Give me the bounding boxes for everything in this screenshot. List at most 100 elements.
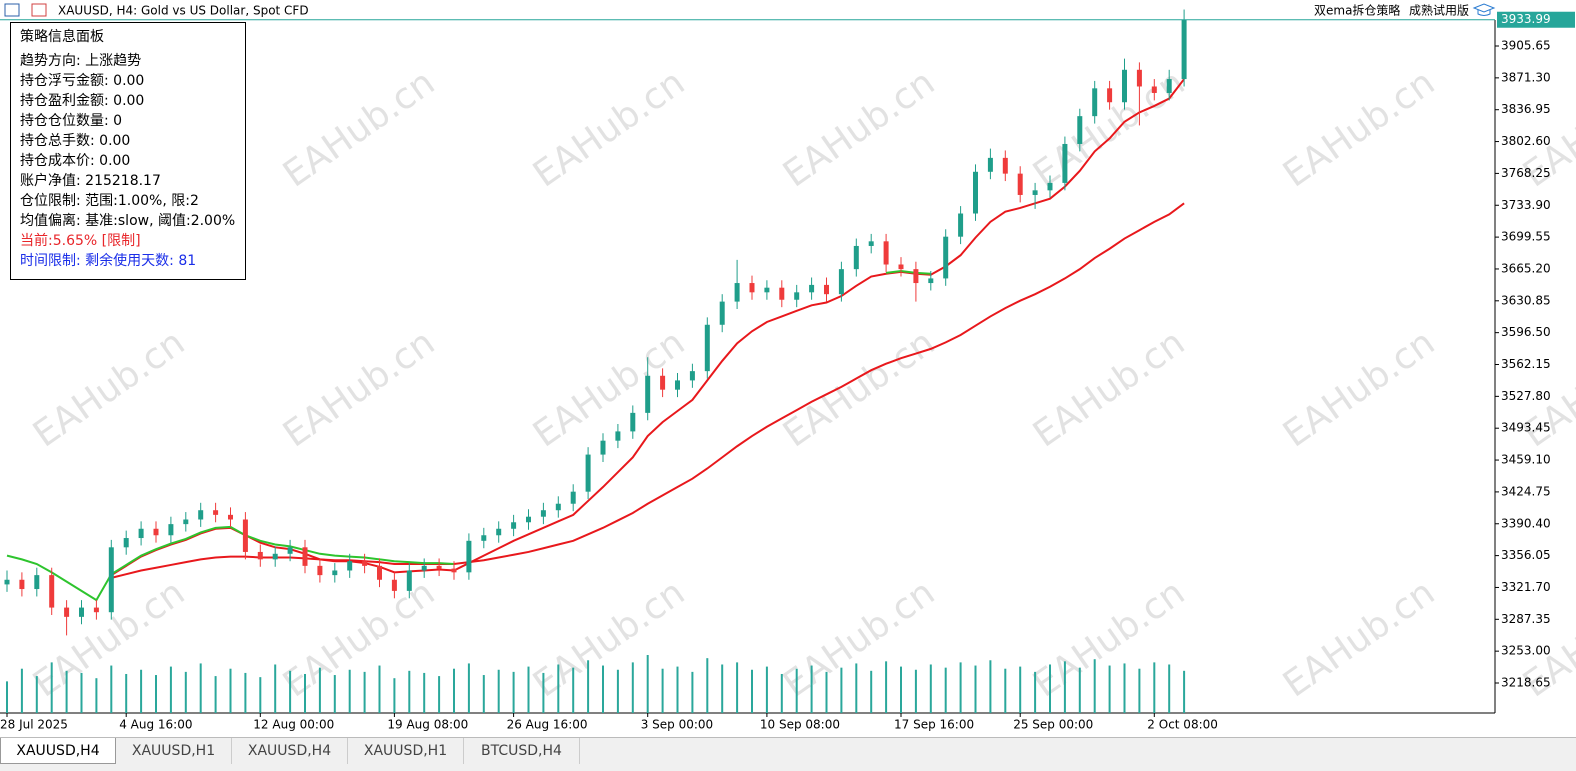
y-tick-label: 3630.85 xyxy=(1501,293,1551,307)
chart-tab[interactable]: XAUUSD,H1 xyxy=(116,738,232,764)
volume-bar xyxy=(1183,670,1186,713)
candle-body xyxy=(1166,79,1172,93)
volume-bar xyxy=(825,671,828,713)
candle-body xyxy=(704,324,710,372)
panel-line: 持仓总手数: 0.00 xyxy=(20,133,131,149)
volume-bar xyxy=(333,675,336,713)
chart-tab[interactable]: XAUUSD,H4 xyxy=(0,738,116,764)
volume-bar xyxy=(661,668,664,713)
candle-body xyxy=(481,535,487,541)
volume-bar xyxy=(855,663,858,713)
volume-bar xyxy=(765,666,768,713)
watermark: EAHub.cn xyxy=(1276,572,1442,705)
volume-bar xyxy=(676,666,679,713)
candle-body xyxy=(19,579,25,590)
candle-body xyxy=(302,547,308,566)
candle-body xyxy=(645,375,651,413)
volume-bar xyxy=(95,678,98,713)
volume-bar xyxy=(1123,663,1126,713)
candle-body xyxy=(406,570,412,591)
volume-bar xyxy=(467,663,470,713)
candle-body xyxy=(883,241,889,265)
volume-bar xyxy=(184,671,187,713)
volume-bar xyxy=(557,664,560,713)
candle-body xyxy=(913,269,919,284)
volume-bar xyxy=(929,664,932,713)
watermark: EAHub.cn xyxy=(776,62,942,195)
candle-body xyxy=(436,565,442,569)
volume-bar xyxy=(199,663,202,713)
volume-bar xyxy=(1019,666,1022,713)
candle-body xyxy=(332,570,338,576)
candle-body xyxy=(570,491,576,504)
y-tick-label: 3905.65 xyxy=(1501,39,1551,53)
ea-edition: 成熟试用版 xyxy=(1409,3,1469,18)
candle-body xyxy=(585,454,591,492)
candle-body xyxy=(183,519,189,525)
candle-body xyxy=(943,236,949,279)
chart-icon[interactable] xyxy=(31,3,47,17)
chart-tab[interactable]: BTCUSD,H4 xyxy=(464,738,580,764)
volume-bar xyxy=(795,668,798,713)
volume-bar xyxy=(125,673,128,713)
volume-bar xyxy=(885,661,888,713)
candle-body xyxy=(198,510,204,520)
candle-body xyxy=(213,510,219,515)
candle-body xyxy=(600,440,606,455)
candle-body xyxy=(138,528,144,539)
candle-body xyxy=(79,607,84,617)
candle-body xyxy=(853,245,859,270)
chart-title: XAUUSD, H4: Gold vs US Dollar, Spot CFD xyxy=(58,4,309,18)
candle-body xyxy=(1062,143,1068,183)
volume-bar xyxy=(214,676,217,713)
volume-bar xyxy=(408,670,411,713)
volume-bar xyxy=(155,675,157,713)
panel-line: 时间限制: 剩余使用天数: 81 xyxy=(20,253,197,269)
panel-line: 当前:5.65% [限制] xyxy=(20,233,141,249)
menu-icon[interactable] xyxy=(4,3,20,17)
panel-line: 均值偏离: 基准:slow, 阈值:2.00% xyxy=(20,213,236,229)
candle-body xyxy=(615,431,621,441)
volume-bar xyxy=(1063,661,1066,713)
candle-body xyxy=(34,575,40,590)
candle-body xyxy=(1077,116,1083,144)
y-tick-label: 3665.20 xyxy=(1501,261,1551,275)
panel-title: 策略信息面板 xyxy=(20,29,104,45)
candle-body xyxy=(496,528,502,536)
volume-bar xyxy=(527,666,530,713)
candle-body xyxy=(824,284,829,295)
volume-bar xyxy=(110,665,113,713)
volume-bar xyxy=(974,665,977,713)
candle-body xyxy=(838,269,844,295)
candle-body xyxy=(794,292,800,300)
candle-body xyxy=(1136,69,1142,87)
panel-line: 持仓盈利金额: 0.00 xyxy=(20,93,145,109)
candle-body xyxy=(555,503,561,511)
watermark: EAHub.cn xyxy=(526,322,692,455)
volume-bar xyxy=(229,668,232,713)
candle-body xyxy=(451,568,457,573)
volume-bar xyxy=(631,662,634,713)
watermark: EAHub.cn xyxy=(1276,322,1442,455)
panel-line: 趋势方向: 上涨趋势 xyxy=(20,53,142,69)
candle-body xyxy=(1017,173,1023,195)
top-bar xyxy=(0,0,1576,20)
candle-body xyxy=(1047,182,1053,191)
y-tick-label: 3356.05 xyxy=(1501,548,1551,562)
current-price-label: 3933.99 xyxy=(1501,12,1551,26)
candle-body xyxy=(362,561,368,566)
watermark: EAHub.cn xyxy=(776,322,942,455)
panel-line: 持仓浮亏金额: 0.00 xyxy=(20,73,145,89)
watermark: EAHub.cn xyxy=(26,322,192,455)
chart-tab[interactable]: XAUUSD,H4 xyxy=(232,738,348,764)
panel-line: 仓位限制: 范围:1.00%, 限:2 xyxy=(20,193,199,209)
volume-bar xyxy=(780,673,783,713)
candle-body xyxy=(64,607,70,617)
candle-body xyxy=(719,301,725,325)
chart-tab[interactable]: XAUUSD,H1 xyxy=(348,738,464,764)
volume-bar xyxy=(1004,668,1007,713)
volume-bar xyxy=(6,681,8,713)
candle-body xyxy=(317,565,323,576)
volume-bar xyxy=(989,660,992,713)
